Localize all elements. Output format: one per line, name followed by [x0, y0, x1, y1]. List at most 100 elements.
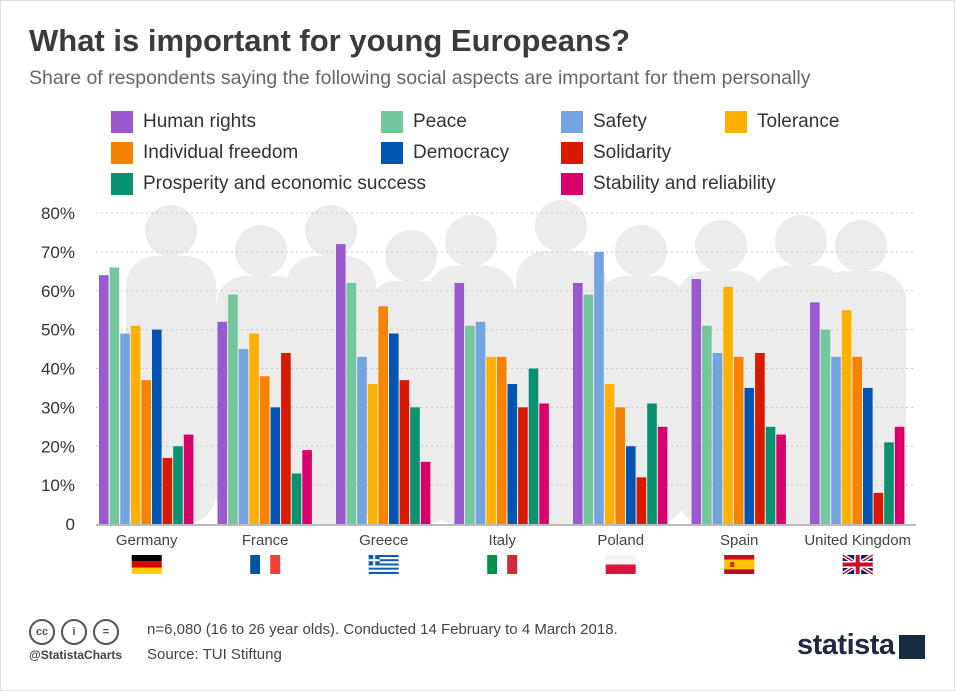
bar-tolerance: [486, 356, 496, 524]
bar-democracy: [863, 387, 873, 524]
bar-prosperity-and-economic-success: [647, 403, 657, 524]
bar-individual-freedom: [733, 356, 744, 524]
bar-prosperity-and-economic-success: [173, 446, 183, 524]
bar-human-rights: [573, 282, 583, 524]
bar-human-rights: [99, 275, 109, 524]
silhouette-head: [615, 225, 667, 277]
x-tick-label: Germany: [116, 532, 178, 549]
bar-solidarity: [518, 407, 528, 524]
bar-prosperity-and-economic-success: [291, 473, 302, 524]
legend-label: Peace: [413, 111, 467, 132]
y-tick-label: 50%: [41, 321, 75, 340]
legend-label: Safety: [593, 111, 647, 132]
silhouette-body: [516, 251, 606, 524]
bar-prosperity-and-economic-success: [528, 368, 539, 524]
bar-solidarity: [873, 492, 884, 524]
silhouette-head: [445, 215, 497, 267]
silhouette-head: [835, 220, 887, 272]
bar-individual-freedom: [615, 407, 625, 524]
legend-label: Individual freedom: [143, 142, 299, 163]
legend-swatch: [381, 142, 403, 164]
legend-item[interactable]: Tolerance: [725, 111, 839, 133]
bar-individual-freedom: [259, 376, 270, 524]
y-tick-label: 70%: [41, 243, 75, 262]
statista-logo-mark: [899, 635, 925, 659]
bar-individual-freedom: [378, 306, 388, 524]
statista-logo[interactable]: statista: [797, 629, 895, 661]
bar-human-rights: [691, 279, 702, 524]
bar-democracy: [270, 407, 281, 524]
bar-safety: [594, 251, 604, 524]
silhouette-head: [145, 205, 197, 257]
bar-tolerance: [841, 310, 852, 524]
no-derivatives-icon: =: [93, 619, 119, 645]
silhouette-head: [695, 220, 747, 272]
bar-stability-and-reliability: [539, 403, 549, 524]
bar-safety: [238, 349, 249, 524]
spain-flag-icon: [724, 555, 755, 574]
bar-safety: [357, 356, 367, 524]
y-tick-label: 0: [66, 515, 75, 534]
legend-item[interactable]: Safety: [561, 111, 647, 133]
poland-flag-icon: [605, 555, 636, 574]
legend-swatch: [561, 173, 583, 195]
bar-tolerance: [723, 286, 733, 524]
cc-icon: cc: [29, 619, 55, 645]
silhouette-head: [775, 215, 827, 267]
legend-item[interactable]: Prosperity and economic success: [111, 173, 426, 195]
y-tick-label: 10%: [41, 476, 75, 495]
attribution-icon: i: [61, 619, 87, 645]
x-tick-label: Greece: [359, 532, 408, 549]
bar-solidarity: [636, 477, 647, 524]
bar-safety: [831, 356, 841, 524]
legend-item[interactable]: Stability and reliability: [561, 173, 776, 195]
legend-swatch: [725, 111, 747, 133]
legend-item[interactable]: Peace: [381, 111, 467, 133]
italy-flag-icon: [487, 555, 518, 574]
legend-label: Solidarity: [593, 142, 672, 163]
silhouette-head: [535, 200, 587, 252]
legend-label: Democracy: [413, 142, 510, 163]
silhouette-head: [235, 225, 287, 277]
legend-label: Human rights: [143, 111, 256, 132]
x-tick-label: Spain: [720, 532, 758, 549]
bar-peace: [346, 282, 357, 524]
bar-tolerance: [367, 384, 378, 524]
bar-prosperity-and-economic-success: [765, 426, 776, 524]
y-tick-label: 60%: [41, 282, 75, 301]
bar-democracy: [507, 384, 518, 524]
legend-item[interactable]: Human rights: [111, 111, 256, 133]
bar-stability-and-reliability: [657, 426, 668, 524]
silhouette-head: [385, 230, 437, 282]
y-tick-label: 20%: [41, 437, 75, 456]
greece-flag-icon: [368, 555, 399, 574]
bar-solidarity: [162, 457, 173, 524]
bar-human-rights: [217, 321, 228, 524]
bar-safety: [475, 321, 486, 524]
x-tick-label: United Kingdom: [804, 532, 911, 549]
legend-label: Tolerance: [757, 111, 840, 132]
legend-item[interactable]: Individual freedom: [111, 142, 298, 164]
x-tick-label: Poland: [597, 532, 644, 549]
bar-prosperity-and-economic-success: [410, 407, 420, 524]
bar-peace: [583, 294, 594, 524]
y-tick-label: 80%: [41, 204, 75, 223]
chart-subtitle: Share of respondents saying the followin…: [29, 67, 811, 89]
bar-safety: [120, 333, 130, 524]
twitter-handle[interactable]: @StatistaCharts: [29, 648, 123, 662]
bar-prosperity-and-economic-success: [884, 442, 894, 524]
chart-title: What is important for young Europeans?: [29, 23, 631, 58]
bar-stability-and-reliability: [420, 461, 431, 524]
bar-stability-and-reliability: [776, 434, 786, 524]
legend-item[interactable]: Solidarity: [561, 142, 671, 164]
x-tick-label: France: [242, 532, 289, 549]
bar-democracy: [744, 387, 755, 524]
bar-individual-freedom: [141, 380, 151, 524]
y-tick-label: 40%: [41, 360, 75, 379]
bar-solidarity: [281, 352, 291, 524]
bar-peace: [820, 329, 831, 524]
france-flag-icon: [250, 555, 281, 574]
legend-item[interactable]: Democracy: [381, 142, 509, 164]
germany-flag-icon: [131, 555, 162, 574]
